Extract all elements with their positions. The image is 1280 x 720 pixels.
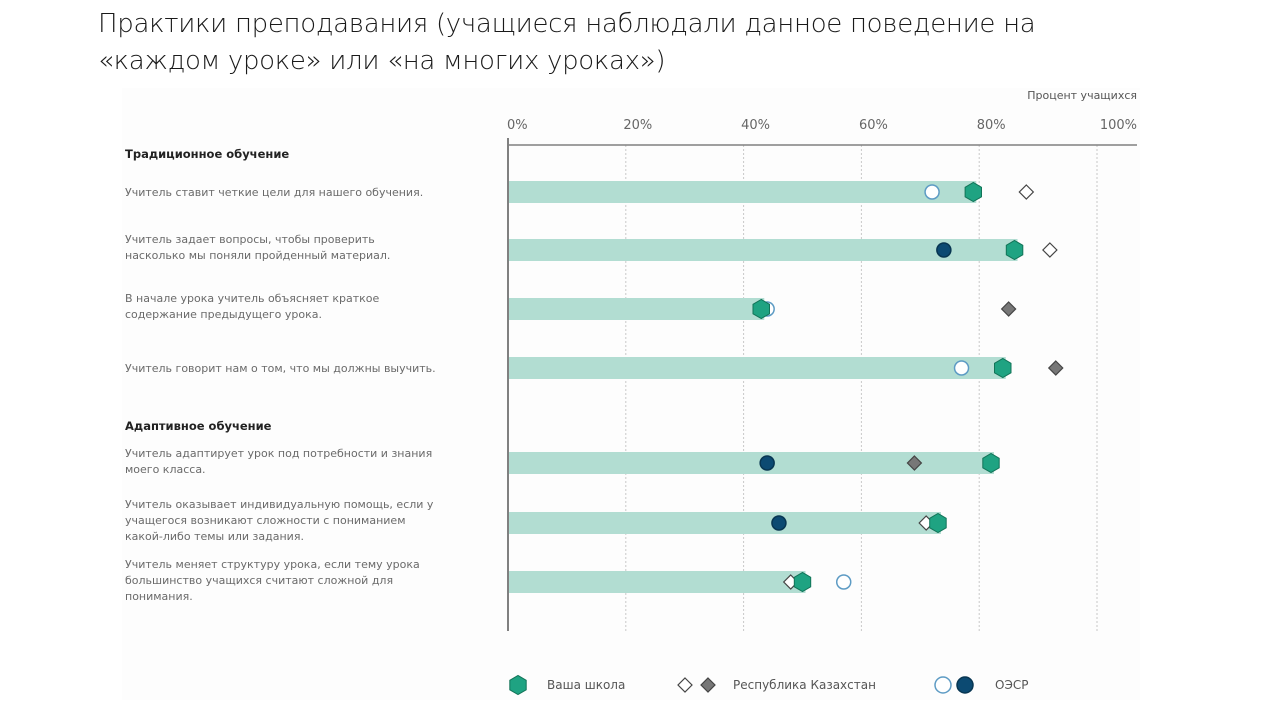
legend-kazakhstan-filled-icon: [700, 677, 716, 693]
x-tick-label: 60%: [859, 118, 888, 133]
item-label: какой-либо темы или задания.: [125, 530, 304, 543]
slide-title: Практики преподавания (учащиеся наблюдал…: [98, 9, 1036, 76]
x-tick-label: 100%: [1100, 118, 1137, 133]
bar: [509, 239, 1018, 261]
oecd-marker: [835, 574, 852, 590]
kazakhstan-marker: [1047, 360, 1064, 376]
item-label: большинство учащихся считают сложной для: [125, 574, 393, 587]
item-label: Учитель адаптирует урок под потребности …: [125, 447, 432, 460]
school-marker: [752, 298, 770, 320]
legend-school-label: Ваша школа: [547, 678, 625, 692]
legend-oecd-filled-icon: [956, 676, 974, 694]
item-label: Учитель меняет структуру урока, если тем…: [125, 558, 420, 571]
item-label: Учитель говорит нам о том, что мы должны…: [125, 362, 436, 375]
item-label: насколько мы поняли пройденный материал.: [125, 249, 390, 262]
x-axis-title: Процент учащихся: [1027, 89, 1137, 102]
school-marker: [1005, 239, 1024, 261]
school-marker: [929, 512, 947, 534]
chart: Процент учащихся 0% 20% 40% 60% 80% 100% Традиц…: [125, 89, 1137, 696]
legend-school-icon: [509, 674, 527, 696]
kazakhstan-marker: [1000, 301, 1017, 317]
legend-kazakhstan-label: Республика Казахстан: [733, 678, 876, 692]
kazakhstan-marker: [1018, 184, 1035, 200]
item-label: Учитель оказывает индивидуальную помощь,…: [125, 498, 434, 511]
item-label: содержание предыдущего урока.: [125, 308, 322, 321]
chart-panel: Процент учащихся 0% 20% 40% 60% 80% 100% Традиц…: [122, 88, 1140, 700]
item-label: моего класса.: [125, 463, 206, 476]
oecd-marker: [953, 360, 970, 376]
school-marker: [982, 452, 1000, 474]
bar: [509, 298, 765, 320]
kazakhstan-marker: [906, 455, 923, 471]
item-label: понимания.: [125, 590, 193, 603]
item-label: Учитель задает вопросы, чтобы проверить: [125, 233, 375, 246]
bar: [509, 571, 806, 593]
school-marker: [793, 571, 812, 593]
bar: [509, 452, 994, 474]
x-tick-label: 0%: [507, 118, 528, 133]
x-tick-label: 40%: [741, 118, 770, 133]
group-label: Адаптивное обучение: [125, 419, 272, 433]
oecd-marker: [759, 455, 775, 471]
x-tick-label: 80%: [977, 118, 1006, 133]
school-marker: [964, 181, 982, 203]
group-label: Традиционное обучение: [125, 147, 289, 161]
legend-oecd-label: ОЭСР: [995, 678, 1028, 692]
x-tick-label: 20%: [623, 118, 652, 133]
school-marker: [994, 357, 1012, 379]
oecd-marker: [771, 515, 787, 531]
bar: [509, 357, 1006, 379]
oecd-marker: [936, 242, 952, 258]
kazakhstan-marker: [1042, 242, 1058, 258]
legend-kazakhstan-open-icon: [677, 677, 693, 693]
item-label: В начале урока учитель объясняет краткое: [125, 292, 380, 305]
bar: [509, 181, 977, 203]
item-label: учащегося возникают сложности с понимани…: [125, 514, 406, 527]
bar: [509, 512, 941, 534]
oecd-marker: [924, 184, 940, 200]
legend-oecd-open-icon: [934, 676, 952, 694]
item-label: Учитель ставит четкие цели для нашего об…: [125, 186, 423, 199]
